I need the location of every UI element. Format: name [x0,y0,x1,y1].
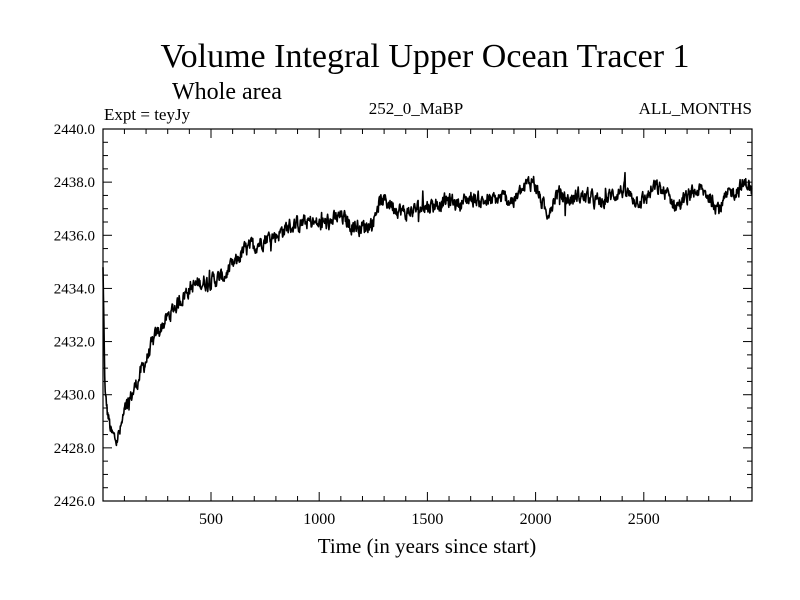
y-tick-label: 2428.0 [54,441,95,457]
x-tick-label: 500 [199,511,223,528]
x-tick-label: 1500 [411,511,443,528]
y-tick-label: 2434.0 [54,281,95,297]
y-tick-label: 2432.0 [54,335,95,351]
chart-subtitle: Whole area [172,79,282,105]
series-line-tracer-1 [102,171,753,447]
y-axis-tick-labels: 2426.0 2428.0 2430.0 2432.0 2434.0 2436.0 2438… [54,122,95,510]
x-tick-label: 1000 [303,511,335,528]
x-axis-tick-labels: 500 1000 1500 2000 2500 [199,511,660,528]
y-tick-label: 2430.0 [54,388,95,404]
y-tick-label: 2426.0 [54,494,95,510]
y-tick-label: 2438.0 [54,175,95,191]
axis-ticks [103,128,752,502]
x-tick-label: 2000 [520,511,552,528]
experiment-label: Expt = teyJy [104,105,191,124]
y-tick-label: 2436.0 [54,228,95,244]
period-label: 252_0_MaBP [369,99,463,118]
plot-frame [102,128,753,502]
x-axis-label: Time (in years since start) [318,534,537,558]
chart-title: Volume Integral Upper Ocean Tracer 1 [160,38,689,75]
x-tick-label: 2500 [628,511,660,528]
months-label: ALL_MONTHS [639,99,752,118]
y-tick-label: 2440.0 [54,122,95,138]
